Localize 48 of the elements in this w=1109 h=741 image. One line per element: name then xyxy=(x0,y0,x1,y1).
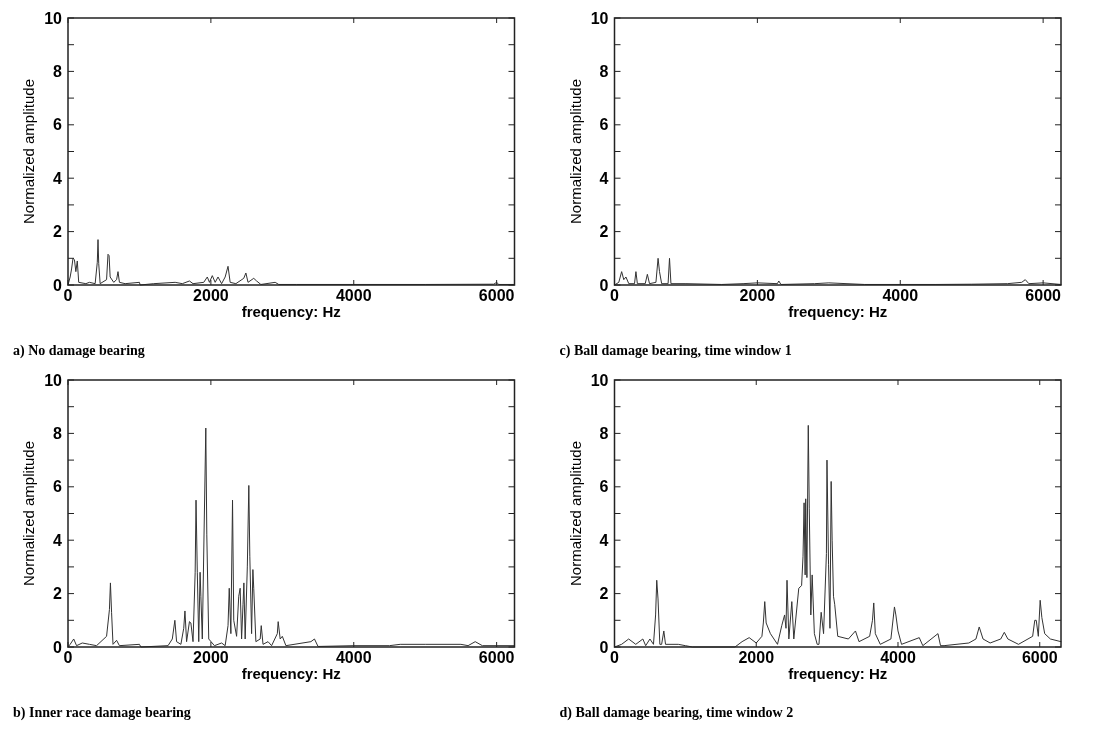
x-tick-label: 4000 xyxy=(882,287,919,304)
x-axis-title: frequency: Hz xyxy=(788,303,888,320)
y-tick-label: 4 xyxy=(599,531,609,549)
x-tick-label: 4000 xyxy=(335,287,372,304)
x-tick-label: 0 xyxy=(610,287,620,304)
text: b) Inner race damage bearing xyxy=(13,705,191,721)
x-tick-label: 2000 xyxy=(738,649,775,666)
y-tick-label: 10 xyxy=(44,371,63,389)
text: d) Ball damage bearing, time window 2 xyxy=(559,705,794,721)
y-axis-title: Normalized amplitude xyxy=(20,78,37,225)
line-series xyxy=(614,424,1062,648)
line-series xyxy=(67,427,515,648)
y-tick-label: 6 xyxy=(599,478,609,496)
y-tick-label: 8 xyxy=(599,425,609,442)
y-tick-label: 8 xyxy=(53,63,63,80)
y-tick-label: 4 xyxy=(53,531,63,549)
x-tick-label: 2000 xyxy=(193,287,229,304)
x-tick-label: 2000 xyxy=(193,649,229,666)
x-tick-label: 6000 xyxy=(478,649,515,666)
y-tick-label: 2 xyxy=(599,585,609,603)
y-axis-title: Normalized amplitude xyxy=(566,440,584,587)
x-axis-title: frequency: Hz xyxy=(788,665,888,682)
x-tick-label: 6000 xyxy=(478,287,515,304)
y-tick-label: 4 xyxy=(53,169,63,187)
x-tick-label: 4000 xyxy=(880,649,916,666)
x-axis-title: frequency: Hz xyxy=(241,303,341,320)
x-tick-label: 0 xyxy=(610,649,620,666)
y-tick-label: 6 xyxy=(53,478,63,496)
y-tick-label: 10 xyxy=(590,371,609,389)
text: a) No damage bearing xyxy=(13,343,145,359)
x-tick-label: 2000 xyxy=(739,287,776,304)
y-tick-label: 8 xyxy=(599,63,609,80)
y-tick-label: 2 xyxy=(53,585,63,603)
y-tick-label: 10 xyxy=(44,9,63,27)
y-tick-label: 4 xyxy=(599,169,609,187)
y-tick-label: 6 xyxy=(599,116,609,134)
y-axis-title: Normalized amplitude xyxy=(566,78,584,225)
text: c) Ball damage bearing, time window 1 xyxy=(559,343,792,359)
x-tick-label: 6000 xyxy=(1021,649,1058,666)
x-tick-label: 6000 xyxy=(1025,287,1062,304)
x-tick-label: 4000 xyxy=(335,649,372,666)
y-axis-title: Normalized amplitude xyxy=(20,440,37,587)
y-tick-label: 8 xyxy=(53,425,63,442)
y-tick-label: 10 xyxy=(590,9,609,27)
y-tick-label: 2 xyxy=(599,223,609,241)
y-tick-label: 2 xyxy=(53,223,63,241)
x-axis-title: frequency: Hz xyxy=(241,665,341,682)
y-tick-label: 6 xyxy=(53,116,63,134)
